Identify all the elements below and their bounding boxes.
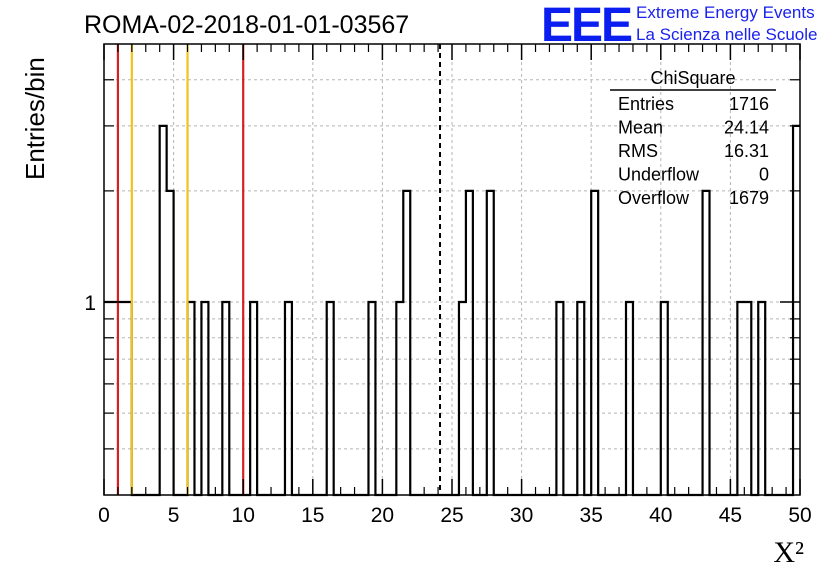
- x-tick-label: 35: [580, 504, 603, 527]
- stats-box: ChiSquare Entries 1716 Mean 24.14 RMS 16.31 Un…: [610, 68, 776, 208]
- logo-line-2: La Scienza nelle Scuole: [636, 25, 817, 44]
- grid-lines: [104, 44, 800, 495]
- axis-ticks: [103, 44, 801, 495]
- stats-label: Mean: [618, 118, 663, 138]
- stats-label: Entries: [618, 94, 674, 114]
- x-tick-label: 0: [98, 504, 110, 527]
- histogram-bar: [104, 302, 111, 495]
- x-tick-label: 15: [301, 504, 324, 527]
- x-tick-label: 45: [719, 504, 742, 527]
- stats-value: 1679: [729, 188, 769, 208]
- stats-label: Overflow: [618, 188, 690, 208]
- x-tick-label: 30: [510, 504, 533, 527]
- stats-value: 16.31: [724, 141, 769, 161]
- stats-label: Underflow: [618, 165, 700, 185]
- stats-value: 0: [759, 165, 769, 185]
- x-tick-label: 50: [788, 504, 811, 527]
- tick-labels: 0 5 10 15 20 25 30 35 40 45 50 1: [84, 292, 811, 527]
- logo-line-1: Extreme Energy Events: [636, 3, 815, 22]
- x-tick-label: 40: [649, 504, 672, 527]
- x-tick-label: 10: [232, 504, 255, 527]
- x-tick-label: 5: [168, 504, 180, 527]
- stats-title: ChiSquare: [650, 68, 735, 88]
- stats-label: RMS: [618, 141, 658, 161]
- y-tick-label: 1: [84, 292, 96, 315]
- stats-rows: Entries 1716 Mean 24.14 RMS 16.31 Underflow 0 Ov…: [618, 94, 769, 208]
- threshold-lines: [116, 44, 442, 495]
- histogram-title: ROMA-02-2018-01-01-03567: [84, 11, 409, 39]
- x-tick-label: 25: [440, 504, 463, 527]
- y-axis-label: Entries/bin: [20, 57, 50, 180]
- x-tick-label: 20: [371, 504, 394, 527]
- stats-value: 1716: [729, 94, 769, 114]
- stats-value: 24.14: [724, 118, 769, 138]
- x-axis-label: X²: [773, 536, 804, 569]
